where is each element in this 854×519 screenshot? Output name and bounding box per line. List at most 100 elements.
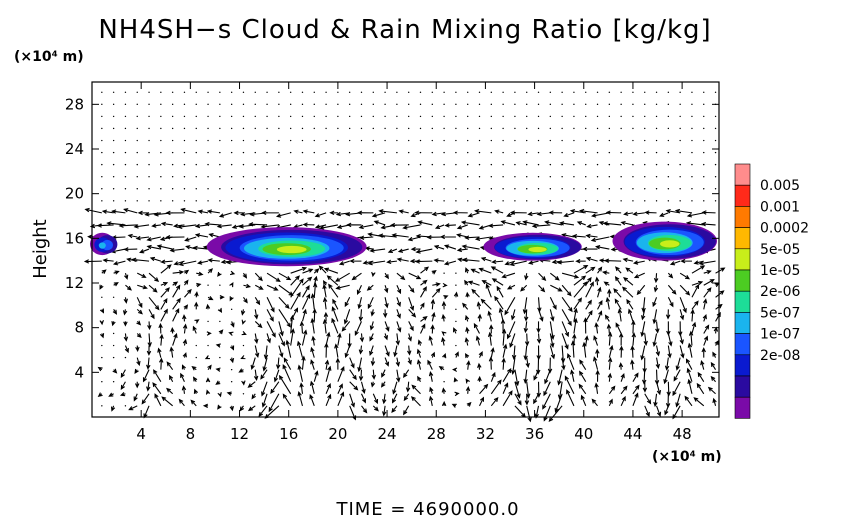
wind-vector <box>543 381 551 397</box>
wind-vector <box>667 175 670 178</box>
wind-vector <box>666 321 671 336</box>
wind-vector <box>101 405 103 407</box>
wind-vector <box>441 331 447 336</box>
wind-vector <box>473 322 480 334</box>
wind-vector <box>514 175 516 178</box>
wind-vector <box>561 103 563 106</box>
wind-vector <box>625 267 634 274</box>
wind-vector <box>490 379 502 395</box>
wind-vector <box>667 163 670 166</box>
wind-vector <box>698 260 716 266</box>
wind-vector <box>514 103 516 106</box>
wind-vector <box>502 127 504 130</box>
wind-vector <box>195 163 197 166</box>
wind-vector <box>349 393 355 408</box>
wind-vector <box>207 364 212 370</box>
wind-vector <box>467 139 469 142</box>
wind-vector <box>703 151 705 154</box>
wind-vector <box>207 344 209 347</box>
wind-vector <box>171 188 174 190</box>
wind-vector <box>301 115 304 118</box>
wind-vector <box>101 188 103 190</box>
wind-vector <box>112 139 115 142</box>
wind-vector <box>325 200 327 202</box>
wind-vector <box>703 287 712 298</box>
wind-vector <box>622 257 634 263</box>
wind-vector <box>405 381 411 393</box>
wind-vector <box>467 163 469 166</box>
wind-vector <box>171 139 174 142</box>
wind-vector <box>560 345 566 364</box>
wind-vector <box>195 356 197 359</box>
wind-vector <box>407 151 410 154</box>
wind-vector <box>183 103 186 106</box>
wind-vector <box>526 103 528 106</box>
wind-vector <box>247 405 256 412</box>
wind-vector <box>337 200 339 202</box>
wind-vector <box>431 127 434 130</box>
wind-vector <box>230 175 233 178</box>
wind-vector <box>594 382 599 394</box>
wind-vector <box>297 364 304 382</box>
wind-vector <box>182 323 188 334</box>
wind-vector <box>171 200 174 202</box>
wind-vector <box>452 327 458 334</box>
wind-vector <box>456 224 468 230</box>
wind-vector <box>302 276 313 286</box>
wind-vector <box>561 200 563 202</box>
wind-vector <box>490 396 499 407</box>
wind-vector <box>122 309 128 316</box>
wind-vector <box>443 139 445 142</box>
wind-vector <box>549 297 557 310</box>
colorbar-swatch <box>734 248 751 271</box>
wind-vector <box>490 163 493 166</box>
wind-vector <box>514 369 520 387</box>
wind-vector <box>608 103 611 106</box>
wind-vector <box>278 127 280 130</box>
wind-vector <box>241 380 246 386</box>
wind-vector <box>369 248 386 253</box>
wind-vector <box>514 188 516 190</box>
wind-vector <box>502 200 504 202</box>
wind-vector <box>419 151 422 154</box>
wind-vector <box>419 91 422 93</box>
wind-vector <box>313 115 315 118</box>
wind-vector <box>183 163 186 166</box>
wind-vector <box>585 266 596 274</box>
wind-vector <box>99 284 104 290</box>
wind-vector <box>456 233 468 238</box>
wind-vector <box>290 307 299 322</box>
wind-vector <box>207 200 209 202</box>
x-tick-label: 4 <box>136 425 146 443</box>
wind-vector <box>455 127 457 130</box>
wind-vector <box>602 270 610 275</box>
wind-vector <box>254 345 260 358</box>
wind-vector <box>633 260 645 265</box>
wind-vector <box>573 139 575 142</box>
wind-vector <box>620 175 622 178</box>
wind-vector <box>641 297 646 313</box>
wind-vector <box>476 301 482 310</box>
wind-vector <box>358 345 364 355</box>
wind-vector <box>667 151 670 154</box>
wind-vector <box>696 382 705 395</box>
x-tick-label: 44 <box>623 425 642 443</box>
wind-vector <box>481 280 492 286</box>
wind-vector <box>113 270 120 275</box>
wind-vector <box>666 381 671 397</box>
wind-vector <box>527 260 539 265</box>
wind-vector <box>700 360 705 370</box>
wind-vector <box>381 369 386 378</box>
wind-vector <box>290 266 308 274</box>
wind-vector <box>620 103 622 106</box>
wind-vector <box>369 321 375 331</box>
wind-vector <box>672 381 681 397</box>
wind-vector <box>136 91 138 93</box>
wind-vector <box>337 91 339 93</box>
wind-vector <box>478 200 481 202</box>
wind-vector <box>101 296 103 298</box>
wind-vector <box>337 391 345 407</box>
wind-vector <box>478 115 481 118</box>
wind-vector <box>710 375 716 383</box>
wind-vector <box>160 163 162 166</box>
